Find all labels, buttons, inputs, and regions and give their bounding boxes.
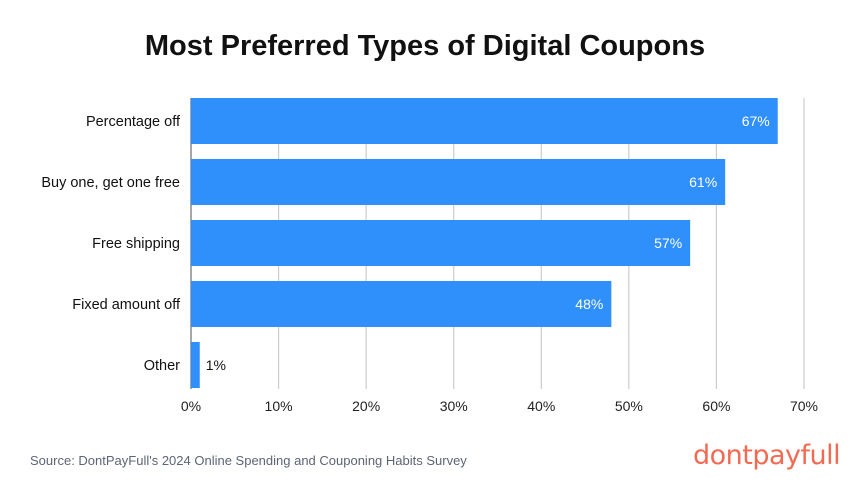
x-tick-label: 10% <box>265 398 293 414</box>
x-tick-label: 30% <box>440 398 468 414</box>
x-tick-label: 20% <box>352 398 380 414</box>
x-tick-label: 70% <box>790 398 818 414</box>
x-tick-label: 50% <box>615 398 643 414</box>
bar <box>191 159 726 205</box>
data-label: 1% <box>206 357 226 373</box>
chart-title: Most Preferred Types of Digital Coupons <box>144 30 706 62</box>
data-label: 61% <box>689 174 717 190</box>
category-label: Percentage off <box>86 114 181 130</box>
category-label: Buy one, get one free <box>41 175 180 191</box>
bar <box>191 281 612 327</box>
category-label: Fixed amount off <box>72 297 181 313</box>
source-note: Source: DontPayFull's 2024 Online Spendi… <box>30 453 467 468</box>
bar <box>191 342 200 388</box>
category-label: Free shipping <box>92 236 180 252</box>
data-label: 57% <box>654 235 682 251</box>
bar <box>191 220 691 266</box>
x-tick-label: 60% <box>702 398 730 414</box>
bar <box>191 98 778 144</box>
data-label: 67% <box>742 113 770 129</box>
dontpayfull-logo: dontpayfull <box>693 440 841 471</box>
data-label: 48% <box>575 296 603 312</box>
x-tick-label: 40% <box>527 398 555 414</box>
x-tick-label: 0% <box>181 398 201 414</box>
category-label: Other <box>144 358 180 374</box>
